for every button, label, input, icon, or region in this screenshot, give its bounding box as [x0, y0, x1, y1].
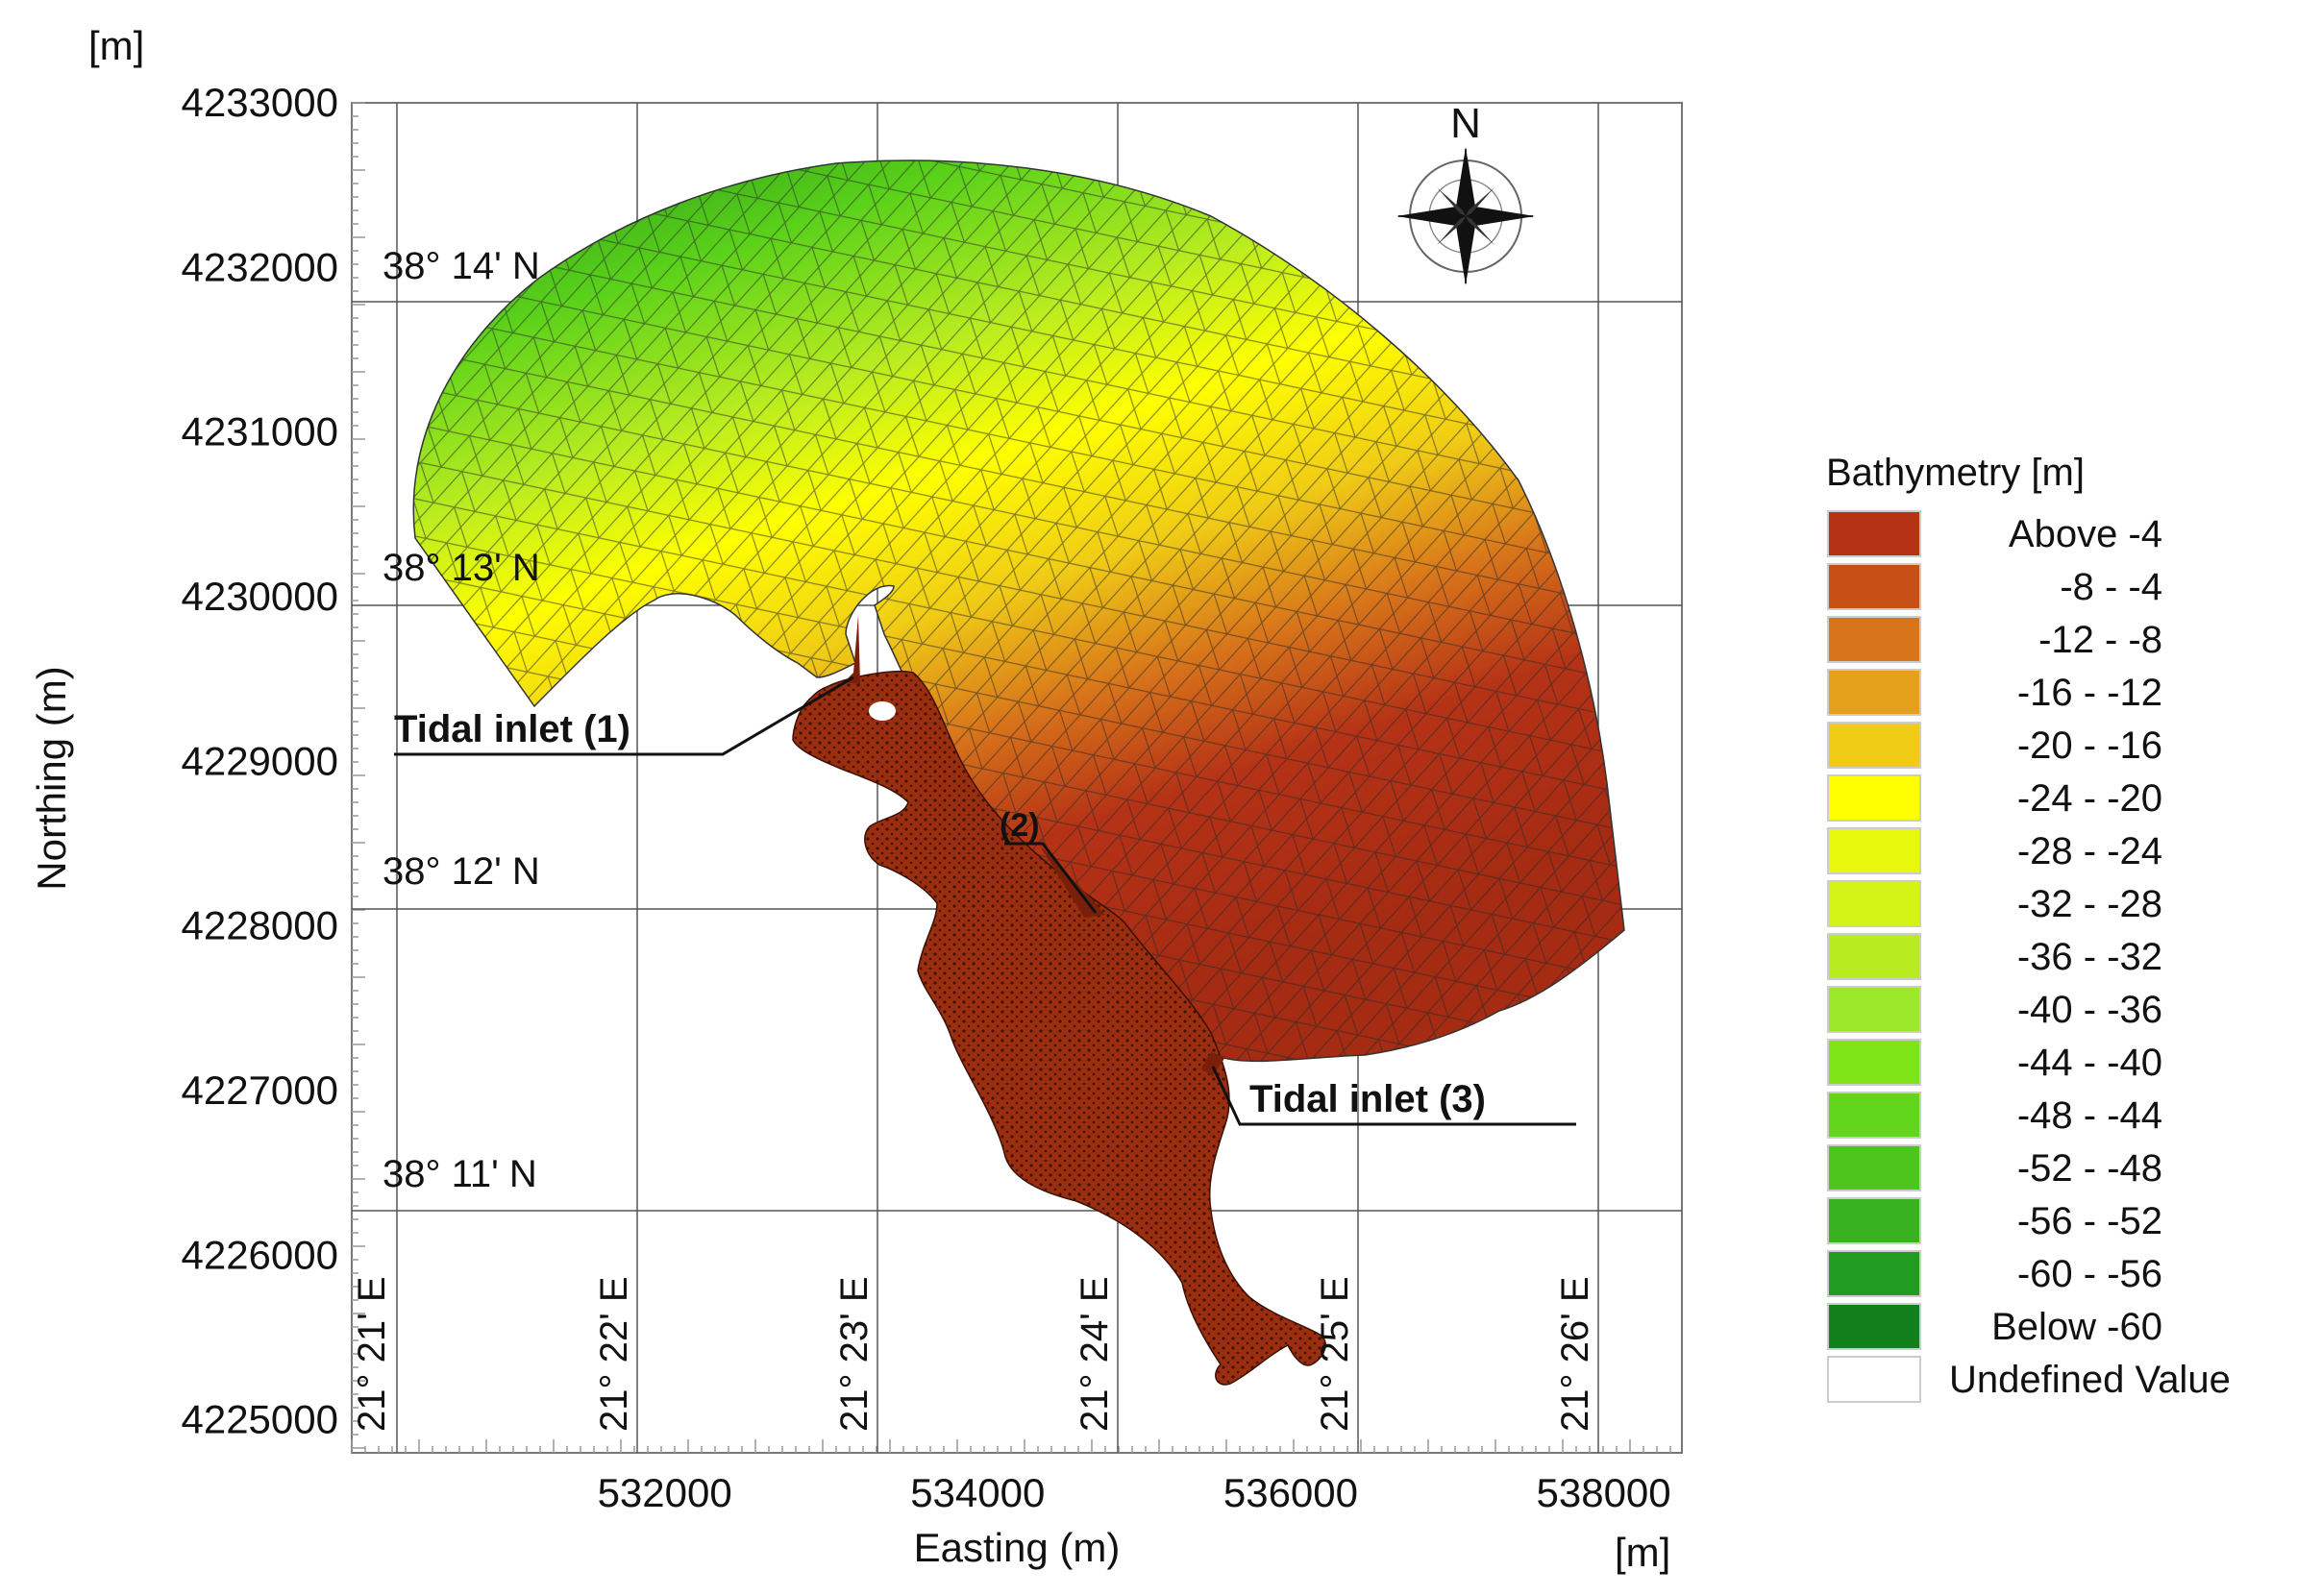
y-tick-label: 4231000 [181, 409, 338, 454]
legend-item-label: -48 - -44 [2017, 1094, 2162, 1137]
inlet3-label: Tidal inlet (3) [1249, 1078, 1486, 1120]
lat-label-13: 38° 13' N [383, 547, 540, 589]
x-tick-labels: 532000 534000 536000 538000 [598, 1470, 1671, 1515]
legend-item-label: -12 - -8 [2038, 619, 2162, 661]
legend-item-label: -20 - -16 [2017, 724, 2162, 767]
legend-item-label: -28 - -24 [2017, 830, 2162, 872]
x-axis-title: Easting (m) [914, 1525, 1121, 1570]
inlet3-leader [1211, 1066, 1576, 1126]
y-axis-title: Northing (m) [29, 666, 74, 890]
legend-swatch [1827, 1250, 1921, 1297]
legend-item-label: -56 - -52 [2017, 1200, 2162, 1242]
legend-item-label: -8 - -4 [2060, 566, 2162, 608]
legend-swatch [1827, 827, 1921, 874]
legend-swatch [1827, 669, 1921, 716]
legend-item-label: Below -60 [1991, 1306, 2162, 1348]
legend: Bathymetry [m] Above -4 -8 - -4 -12 - -8 -1… [1826, 452, 2231, 1403]
lat-label-11: 38° 11' N [383, 1153, 537, 1195]
legend-item-label: Above -4 [2009, 513, 2162, 555]
legend-item-label: -52 - -48 [2017, 1147, 2162, 1190]
y-tick-labels: 4225000 4226000 4227000 4228000 4229000 42300… [181, 80, 338, 1442]
inlet3-channel [1201, 1052, 1225, 1076]
inlet2-label: (2) [1000, 807, 1040, 844]
legend-item-label: -44 - -40 [2017, 1042, 2162, 1084]
inlet1-label: Tidal inlet (1) [394, 708, 630, 750]
lagoon-island [869, 701, 896, 721]
lon-label-24: 21° 24' E [1074, 1276, 1116, 1432]
legend-swatch [1827, 1356, 1921, 1403]
legend-swatch [1827, 563, 1921, 610]
y-tick-label: 4226000 [181, 1232, 338, 1277]
legend-item-label: -24 - -20 [2017, 777, 2162, 820]
x-tick-label: 532000 [598, 1470, 732, 1515]
legend-item-label: -36 - -32 [2017, 936, 2162, 978]
lon-label-22: 21° 22' E [593, 1276, 635, 1432]
legend-swatch [1827, 774, 1921, 822]
x-tick-label: 538000 [1537, 1470, 1671, 1515]
legend-swatch [1827, 1144, 1921, 1191]
y-tick-label: 4229000 [181, 738, 338, 783]
sea-mesh [412, 160, 1625, 1063]
axis-ruler-ticks [351, 102, 1671, 1453]
lon-label-21: 21° 21' E [351, 1276, 393, 1432]
lat-label-14: 38° 14' N [383, 245, 540, 287]
x-tick-label: 536000 [1223, 1470, 1358, 1515]
y-tick-label: 4225000 [181, 1397, 338, 1442]
compass-letter: N [1450, 100, 1481, 147]
legend-swatch [1827, 1092, 1921, 1139]
legend-item-label: Undefined Value [1949, 1359, 2231, 1401]
legend-swatch [1827, 986, 1921, 1033]
legend-item-label: -16 - -12 [2017, 672, 2162, 714]
legend-swatch [1827, 1039, 1921, 1086]
lon-label-25: 21° 25' E [1314, 1276, 1356, 1432]
y-tick-label: 4230000 [181, 574, 338, 619]
y-tick-label: 4227000 [181, 1068, 338, 1113]
legend-item-label: -32 - -28 [2017, 883, 2162, 925]
legend-item-label: -40 - -36 [2017, 989, 2162, 1031]
inlet2-leader [1004, 842, 1098, 914]
legend-swatch [1827, 616, 1921, 663]
inlet1-leader [394, 675, 854, 756]
legend-swatch [1827, 933, 1921, 980]
unit-label-bottom: [m] [1615, 1530, 1670, 1575]
inlet1-channel [844, 615, 860, 684]
y-tick-label: 4232000 [181, 244, 338, 289]
legend-swatch [1827, 722, 1921, 769]
legend-title: Bathymetry [m] [1826, 452, 2085, 494]
north-compass-icon: N [1396, 100, 1535, 285]
lon-label-23: 21° 23' E [833, 1276, 876, 1432]
legend-swatch [1827, 880, 1921, 927]
lagoon-mesh [792, 670, 1326, 1386]
y-tick-label: 4228000 [181, 903, 338, 948]
x-tick-label: 534000 [910, 1470, 1045, 1515]
legend-swatch [1827, 1303, 1921, 1350]
unit-label-top: [m] [88, 23, 144, 68]
lat-label-12: 38° 12' N [383, 850, 540, 893]
legend-swatch [1827, 510, 1921, 557]
legend-item-label: -60 - -56 [2017, 1253, 2162, 1295]
y-tick-label: 4233000 [181, 80, 338, 125]
lon-label-26: 21° 26' E [1554, 1276, 1596, 1432]
legend-swatch [1827, 1197, 1921, 1244]
